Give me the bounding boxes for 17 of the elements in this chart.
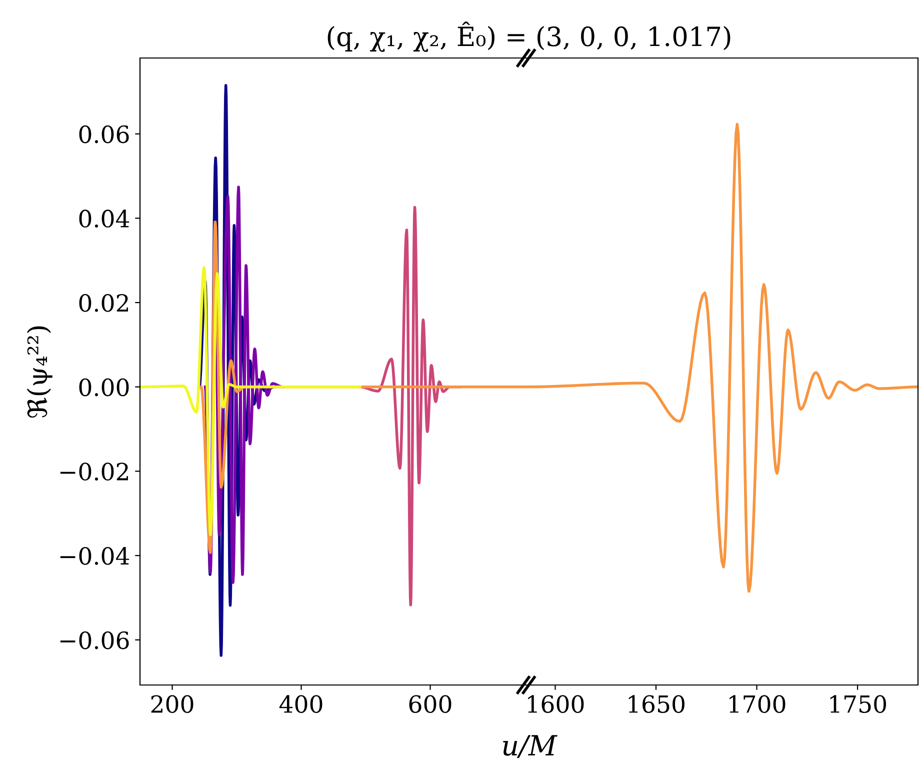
y-axis-title: ℜ(ψ₄²²) bbox=[26, 326, 52, 418]
chart-title: (q, χ₁, χ₂, Ê₀) = (3, 0, 0, 1.017) bbox=[328, 22, 730, 52]
x-tick-label: 600 bbox=[409, 695, 452, 713]
y-tick-label: 0.06 bbox=[79, 125, 129, 144]
y-tick-label: −0.02 bbox=[60, 462, 128, 481]
x-tick-label: 1650 bbox=[628, 695, 684, 713]
x-tick-label: 1700 bbox=[730, 695, 786, 713]
y-tick-label: 0.04 bbox=[79, 210, 130, 228]
x-axis-title: u/M bbox=[503, 735, 558, 758]
y-tick-label: −0.04 bbox=[60, 547, 130, 565]
y-tick-label: 0.02 bbox=[79, 294, 128, 312]
x-tick-label: 200 bbox=[151, 695, 194, 713]
x-tick-label: 400 bbox=[279, 695, 322, 713]
y-tick-label: 0.00 bbox=[79, 378, 129, 396]
x-tick-label: 1750 bbox=[830, 695, 886, 713]
x-tick-label: 1600 bbox=[528, 695, 584, 713]
y-tick-label: −0.06 bbox=[60, 631, 129, 650]
